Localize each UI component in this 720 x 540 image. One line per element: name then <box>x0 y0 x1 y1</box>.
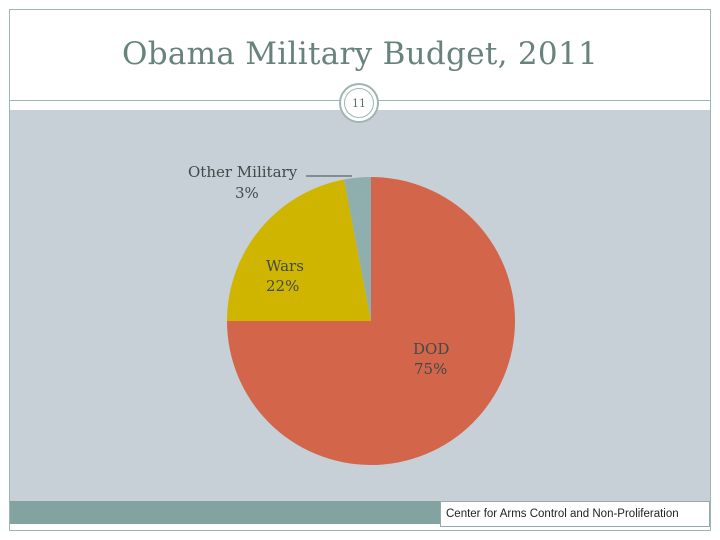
pie-slices <box>227 177 515 465</box>
slice-label-dod: DOD <box>413 340 449 358</box>
slice-value-dod: 75% <box>414 360 447 378</box>
page-number-badge: 11 <box>339 83 379 123</box>
page-number: 11 <box>344 88 374 118</box>
pie-labels: Other Military 3% Wars 22% DOD 75% <box>188 163 449 378</box>
slice-label-wars: Wars <box>266 257 304 275</box>
pie-slice-wars <box>227 179 371 321</box>
source-caption: Center for Arms Control and Non-Prolifer… <box>446 508 679 520</box>
chart-panel: Other Military 3% Wars 22% DOD 75% <box>10 110 710 501</box>
slice-label-other-military: Other Military <box>188 163 298 181</box>
slice-value-wars: 22% <box>266 277 299 295</box>
slide-title: Obama Military Budget, 2011 <box>121 36 599 72</box>
slice-value-other-military: 3% <box>235 184 259 202</box>
pie-slice-other-military <box>344 177 371 321</box>
slide-frame <box>9 9 711 531</box>
source-box <box>440 501 710 527</box>
pie-chart: Other Military 3% Wars 22% DOD 75% <box>188 163 515 465</box>
